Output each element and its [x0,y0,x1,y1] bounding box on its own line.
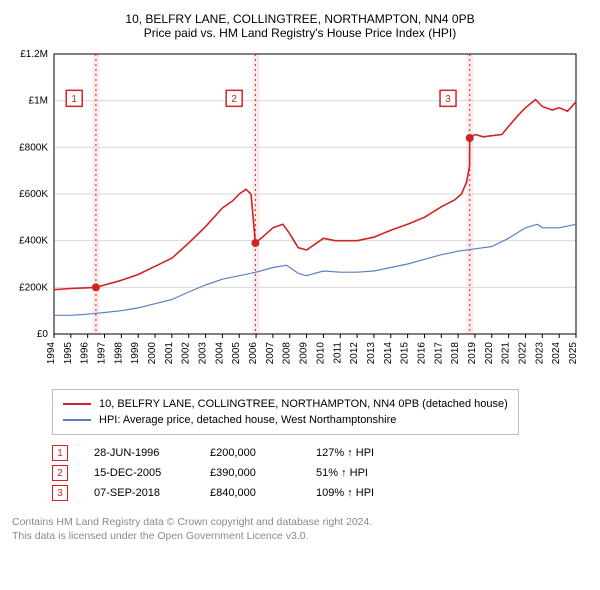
x-tick-label: 2009 [299,342,310,365]
chart-container: £0 £200K £400K £600K £800K £1M £1.2M 1994 1995 19… [12,46,588,379]
transaction-badge-number: 1 [71,94,77,105]
transaction-row: 2 15-DEC-2005 £390,000 51% ↑ HPI [52,463,588,483]
x-tick-label: 2006 [248,342,259,365]
title-sub: Price paid vs. HM Land Registry's House … [12,26,588,40]
footer-attribution: Contains HM Land Registry data © Crown c… [12,515,588,543]
legend-item: HPI: Average price, detached house, West… [63,412,508,428]
transaction-badge: 2 [52,465,68,481]
x-tick-label: 2024 [551,342,562,365]
x-tick-label: 2005 [231,342,242,365]
transaction-row: 3 07-SEP-2018 £840,000 109% ↑ HPI [52,483,588,503]
x-tick-label: 2014 [383,342,394,365]
chart-titles: 10, BELFRY LANE, COLLINGTREE, NORTHAMPTO… [12,12,588,40]
x-tick-label: 2019 [467,342,478,365]
legend-swatch [63,419,91,421]
x-tick-label: 2003 [198,342,209,365]
title-main: 10, BELFRY LANE, COLLINGTREE, NORTHAMPTO… [12,12,588,26]
x-tick-label: 1994 [46,342,57,365]
y-tick-label: £1.2M [20,49,48,60]
transaction-price: £840,000 [210,487,290,499]
x-tick-label: 2023 [534,342,545,365]
x-tick-label: 2001 [164,342,175,365]
transaction-price: £200,000 [210,447,290,459]
x-tick-label: 2004 [214,342,225,365]
transaction-row: 1 28-JUN-1996 £200,000 127% ↑ HPI [52,443,588,463]
transaction-badge: 1 [52,445,68,461]
x-tick-label: 1995 [63,342,74,365]
x-tick-label: 2020 [484,342,495,365]
x-tick-label: 2000 [147,342,158,365]
transaction-point [251,239,259,247]
transaction-diff: 109% ↑ HPI [316,487,416,499]
y-tick-label: £1M [29,96,48,107]
transaction-diff: 51% ↑ HPI [316,467,416,479]
x-tick-label: 1997 [97,342,108,365]
transaction-price: £390,000 [210,467,290,479]
x-tick-label: 1999 [130,342,141,365]
transaction-badge-number: 2 [231,94,237,105]
transaction-badge: 3 [52,485,68,501]
legend-item: 10, BELFRY LANE, COLLINGTREE, NORTHAMPTO… [63,396,508,412]
legend: 10, BELFRY LANE, COLLINGTREE, NORTHAMPTO… [52,389,519,435]
x-tick-label: 2007 [265,342,276,365]
x-tick-label: 2017 [433,342,444,365]
y-tick-label: £400K [19,236,48,247]
footer-line-2: This data is licensed under the Open Gov… [12,529,588,543]
legend-swatch [63,403,91,405]
legend-label: HPI: Average price, detached house, West… [99,414,396,426]
x-tick-label: 2010 [315,342,326,365]
legend-label: 10, BELFRY LANE, COLLINGTREE, NORTHAMPTO… [99,398,508,410]
x-tick-label: 2008 [282,342,293,365]
x-tick-label: 1998 [113,342,124,365]
x-tick-label: 2013 [366,342,377,365]
transaction-badge-number: 3 [445,94,451,105]
footer-line-1: Contains HM Land Registry data © Crown c… [12,515,588,529]
y-tick-label: £0 [37,329,49,340]
transaction-diff: 127% ↑ HPI [316,447,416,459]
x-tick-label: 2021 [501,342,512,365]
x-tick-label: 2016 [416,342,427,365]
x-tick-label: 2018 [450,342,461,365]
x-tick-label: 2002 [181,342,192,365]
transactions-table: 1 28-JUN-1996 £200,000 127% ↑ HPI 2 15-DEC-20… [52,443,588,503]
y-tick-label: £800K [19,142,48,153]
x-tick-label: 1996 [80,342,91,365]
x-tick-label: 2011 [332,342,343,364]
y-tick-label: £200K [19,282,48,293]
transaction-date: 07-SEP-2018 [94,487,184,499]
x-tick-label: 2012 [349,342,360,365]
transaction-date: 28-JUN-1996 [94,447,184,459]
y-tick-label: £600K [19,189,48,200]
x-tick-label: 2025 [568,342,579,365]
transaction-point [92,283,100,291]
transaction-date: 15-DEC-2005 [94,467,184,479]
x-tick-label: 2022 [517,342,528,365]
transaction-point [466,134,474,142]
x-tick-label: 2015 [400,342,411,365]
price-chart: £0 £200K £400K £600K £800K £1M £1.2M 1994 1995 19… [12,46,588,376]
